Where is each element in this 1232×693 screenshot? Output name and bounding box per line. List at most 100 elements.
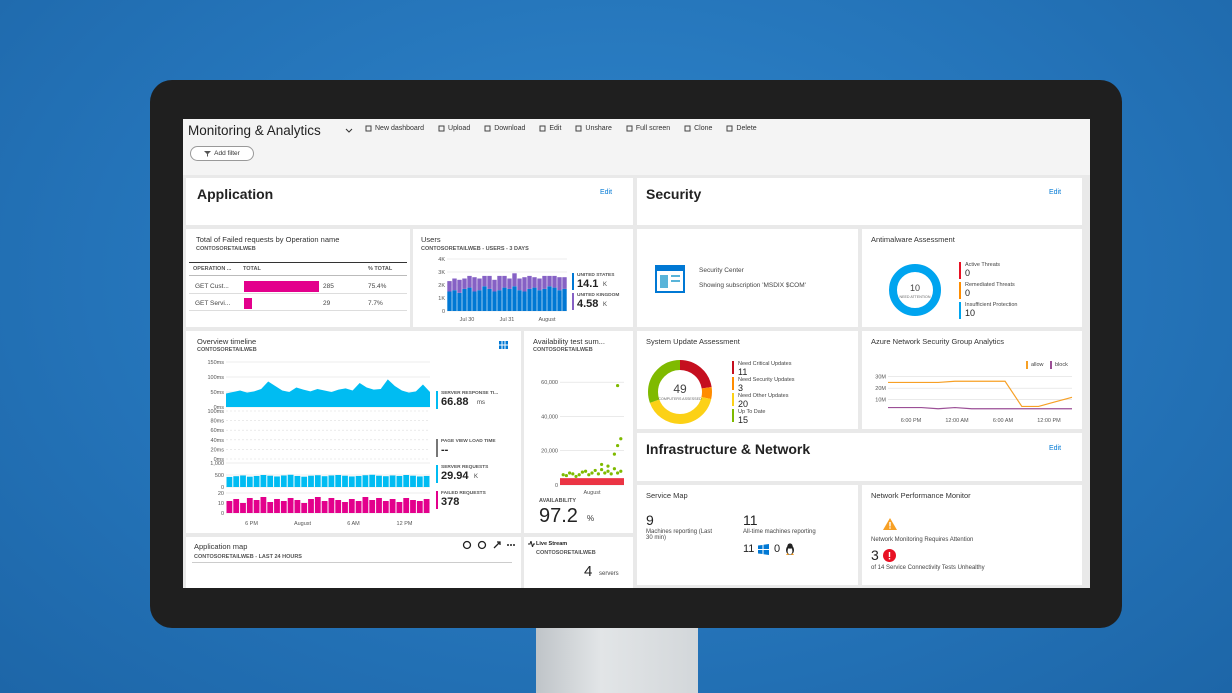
donut-segment bbox=[648, 360, 712, 424]
metric-label: of 14 Service Connectivity Tests Unhealt… bbox=[871, 565, 985, 571]
legend-swatch bbox=[732, 409, 734, 422]
availability-point bbox=[590, 471, 594, 475]
toolbar-label: Unshare bbox=[585, 125, 612, 132]
failed-bar bbox=[396, 502, 403, 513]
legend-swatch bbox=[436, 439, 438, 457]
total-bar bbox=[244, 281, 319, 292]
failed-bar bbox=[410, 500, 416, 513]
y-tick-label: 4K bbox=[438, 257, 445, 263]
failed-bar bbox=[321, 501, 328, 513]
legend-swatch bbox=[959, 282, 961, 299]
legend-name: Up To Date bbox=[738, 409, 766, 415]
dashboard-title[interactable]: Monitoring & Analytics bbox=[188, 123, 321, 138]
toolbar-button[interactable]: Full screen bbox=[626, 125, 670, 132]
toolbar-button[interactable]: Edit bbox=[539, 125, 561, 132]
metric-value: 3 bbox=[871, 547, 879, 563]
toolbar-button[interactable]: Delete bbox=[726, 125, 757, 132]
edit-link[interactable]: Edit bbox=[600, 189, 613, 196]
requests-bar bbox=[328, 475, 335, 487]
legend-swatch bbox=[732, 361, 734, 374]
y-tick-label: 0ms bbox=[214, 405, 225, 411]
y-tick-label: 30M bbox=[875, 375, 886, 381]
security-center-icon bbox=[655, 265, 685, 293]
requests-bar bbox=[267, 475, 274, 487]
failed-bar bbox=[280, 501, 287, 513]
total-value: 285 bbox=[323, 283, 334, 290]
y-tick-label: 20,000 bbox=[541, 449, 558, 455]
legend-value: 66.88 bbox=[441, 396, 469, 408]
requests-bar bbox=[396, 475, 403, 487]
dropdown-icon[interactable] bbox=[345, 128, 353, 134]
legend-swatch bbox=[1026, 361, 1028, 369]
grid-icon[interactable] bbox=[499, 341, 508, 349]
warning-text: Network Monitoring Requires Attention bbox=[871, 537, 974, 543]
tile-subtitle: CONTOSORETAILWEB bbox=[196, 246, 256, 252]
legend-value: 4.58 bbox=[577, 298, 599, 310]
legend-value: -- bbox=[441, 444, 449, 456]
requests-bar bbox=[301, 476, 308, 487]
legend-swatch bbox=[959, 302, 961, 319]
user-bar bbox=[472, 277, 477, 292]
filter-icon bbox=[204, 150, 212, 157]
availability-point bbox=[600, 467, 604, 472]
user-bar bbox=[472, 291, 477, 311]
requests-bar bbox=[226, 476, 233, 487]
requests-bar bbox=[355, 475, 362, 487]
error-icon bbox=[883, 549, 896, 562]
system-update-tile: System Update Assessment 49 COMPUTERS ASS… bbox=[637, 331, 858, 429]
toolbar-button[interactable]: New dashboard bbox=[365, 125, 424, 132]
tile-title: Azure Network Security Group Analytics bbox=[871, 337, 1004, 346]
user-bar bbox=[512, 273, 517, 287]
x-tick-label: August bbox=[538, 317, 556, 323]
user-bar bbox=[537, 278, 542, 291]
user-bar bbox=[527, 288, 532, 311]
linux-icon bbox=[786, 543, 794, 555]
tile-title: Application map bbox=[194, 542, 248, 551]
failed-bar bbox=[403, 498, 410, 513]
x-tick-label: 6:00 PM bbox=[901, 418, 922, 424]
divider bbox=[192, 562, 512, 563]
antimalware-tile: Antimalware Assessment 10 NEED ATTENTION … bbox=[862, 229, 1082, 327]
map-tools[interactable] bbox=[462, 540, 518, 550]
requests-bar bbox=[287, 474, 294, 487]
y-tick-label: 20M bbox=[875, 386, 886, 392]
tile-subtitle: CONTOSORETAILWEB bbox=[533, 347, 593, 353]
failed-bar bbox=[416, 501, 423, 513]
add-filter-button[interactable]: Add filter bbox=[190, 146, 254, 161]
tile-title: Overview timeline bbox=[197, 337, 257, 346]
legend-value: 15 bbox=[738, 415, 749, 425]
x-tick-label: August bbox=[583, 490, 601, 496]
column-header: OPERATION ... bbox=[193, 266, 232, 272]
failed-bar bbox=[260, 497, 267, 513]
toolbar-button[interactable]: Download bbox=[484, 125, 525, 132]
requests-bar bbox=[253, 475, 260, 487]
metric-value: 9 bbox=[646, 512, 654, 528]
toolbar-button[interactable]: Unshare bbox=[575, 125, 612, 132]
requests-bar bbox=[321, 476, 328, 487]
y-tick-label: 0 bbox=[221, 511, 224, 517]
failed-bar bbox=[314, 497, 321, 513]
y-tick-label: 60,000 bbox=[541, 380, 558, 386]
edit-link[interactable]: Edit bbox=[1049, 189, 1062, 196]
legend-value: 3 bbox=[738, 383, 744, 393]
user-bar bbox=[477, 278, 482, 291]
tile-text: Showing subscription 'MSDIX $COM' bbox=[699, 282, 806, 289]
nsg-line bbox=[888, 406, 1072, 410]
requests-bar bbox=[369, 474, 376, 487]
user-bar bbox=[562, 277, 567, 289]
toolbar-button[interactable]: Upload bbox=[438, 125, 470, 132]
dashboard-screen: Monitoring & Analytics New dashboard Uplo… bbox=[183, 119, 1090, 588]
edit-link[interactable]: Edit bbox=[1049, 445, 1062, 452]
section-title: Infrastructure & Network bbox=[646, 441, 811, 457]
total-bar bbox=[244, 298, 252, 309]
toolbar-button[interactable]: Clone bbox=[684, 125, 712, 132]
availability-point bbox=[616, 443, 620, 448]
failed-bar bbox=[328, 498, 335, 513]
user-bar bbox=[502, 275, 507, 288]
legend-unit: K bbox=[603, 282, 608, 288]
percent-value: 7.7% bbox=[368, 300, 383, 307]
legend-name: Need Other Updates bbox=[738, 393, 789, 399]
y-tick-label: 2K bbox=[438, 283, 445, 289]
failed-bar bbox=[287, 498, 294, 513]
security-center-tile: Security Center Showing subscription 'MS… bbox=[637, 229, 858, 327]
